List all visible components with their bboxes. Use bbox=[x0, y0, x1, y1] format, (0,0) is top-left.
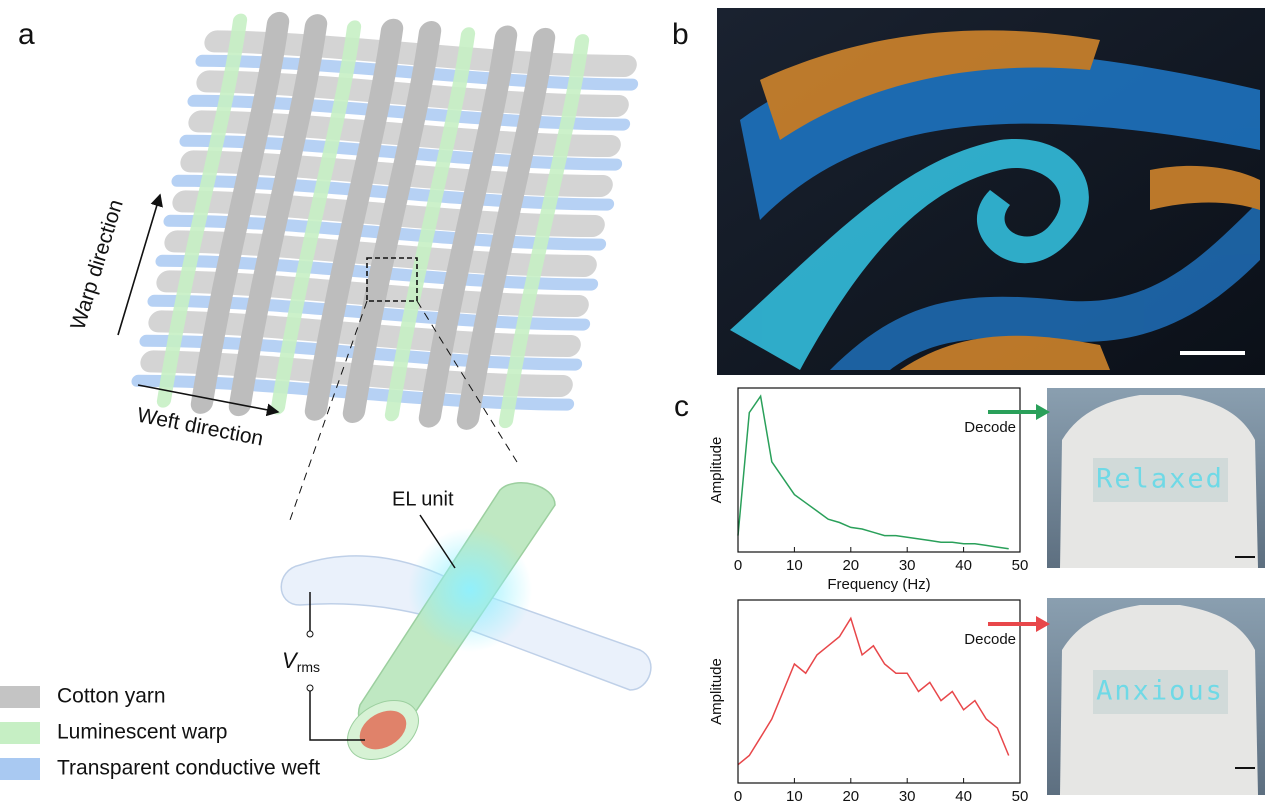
x-tick-label: 30 bbox=[899, 788, 916, 805]
legend-label: Luminescent warp bbox=[57, 721, 227, 744]
panel-letter: a bbox=[18, 18, 35, 51]
terminal bbox=[306, 684, 314, 692]
x-tick-label: 50 bbox=[1012, 788, 1029, 805]
cotton-warp bbox=[342, 20, 442, 424]
zoom-line bbox=[416, 300, 518, 463]
spectrum-line bbox=[737, 616, 1010, 766]
display-text: Anxious bbox=[1096, 676, 1224, 707]
x-tick-label: 0 bbox=[734, 557, 742, 574]
display-text: Relaxed bbox=[1096, 464, 1224, 495]
cotton-warp bbox=[228, 14, 328, 417]
x-axis-label: Frequency (Hz) bbox=[827, 576, 930, 593]
luminescent-warp bbox=[498, 34, 590, 429]
x-tick-label: 10 bbox=[786, 788, 803, 805]
legend: Cotton yarn Luminescent warp Transparent c… bbox=[0, 685, 320, 780]
x-tick-label: 30 bbox=[899, 557, 916, 574]
x-tick-label: 20 bbox=[842, 557, 859, 574]
v-symbol: V bbox=[282, 648, 299, 673]
x-axis-label: Frequency (Hz) bbox=[827, 807, 930, 809]
x-tick-label: 0 bbox=[734, 788, 742, 805]
cotton-warp bbox=[304, 18, 404, 421]
el-unit-label: EL unit bbox=[392, 488, 454, 510]
fabric-weave bbox=[131, 11, 639, 430]
decode-label: Decode bbox=[964, 631, 1016, 648]
pointer-line bbox=[419, 514, 456, 569]
photo-stripes bbox=[730, 30, 1260, 370]
legend-swatch bbox=[0, 758, 40, 780]
luminescent-warp bbox=[384, 27, 476, 422]
decode-arrowhead bbox=[1036, 404, 1050, 420]
terminal bbox=[306, 630, 314, 638]
arrow bbox=[117, 193, 163, 336]
decode-arrowhead bbox=[1036, 616, 1050, 632]
spectra: 0 10 20 30 40 50 Frequency (Hz) Amplitude Decode… bbox=[708, 387, 1228, 809]
luminescent-warp bbox=[156, 13, 248, 408]
legend-swatch bbox=[0, 722, 40, 744]
core bbox=[359, 710, 407, 750]
cotton-warp bbox=[456, 27, 556, 430]
legend-label: Cotton yarn bbox=[57, 685, 166, 708]
plot-frame bbox=[737, 387, 1021, 553]
zoom-box bbox=[366, 257, 418, 302]
y-axis-label: Amplitude bbox=[708, 437, 725, 504]
decode-label: Decode bbox=[964, 419, 1016, 436]
warp-label: Warp direction bbox=[66, 197, 127, 332]
zoom-line bbox=[289, 300, 368, 521]
legend-swatch bbox=[0, 686, 40, 708]
x-tick-label: 10 bbox=[786, 557, 803, 574]
arrow bbox=[137, 384, 280, 417]
x-tick-label: 40 bbox=[955, 788, 972, 805]
glow bbox=[408, 528, 532, 652]
x-tick-label: 50 bbox=[1012, 557, 1029, 574]
voltage-label: Vrms bbox=[282, 648, 320, 675]
legend-label: Transparent conductive weft bbox=[57, 757, 320, 780]
plot-frame bbox=[737, 599, 1021, 784]
panel-letter: c bbox=[674, 390, 689, 423]
v-subscript: rms bbox=[297, 659, 320, 675]
luminescent-warp bbox=[270, 20, 362, 415]
circuit-wire bbox=[309, 592, 365, 741]
display-panel bbox=[1093, 458, 1228, 502]
y-axis-label: Amplitude bbox=[708, 658, 725, 725]
spectrum-line bbox=[737, 394, 1009, 550]
cotton-warp bbox=[418, 25, 518, 428]
x-tick-label: 40 bbox=[955, 557, 972, 574]
panel-letter: b bbox=[672, 18, 689, 51]
cotton-warp bbox=[190, 11, 290, 414]
x-tick-label: 20 bbox=[842, 788, 859, 805]
display-panel bbox=[1093, 670, 1228, 714]
